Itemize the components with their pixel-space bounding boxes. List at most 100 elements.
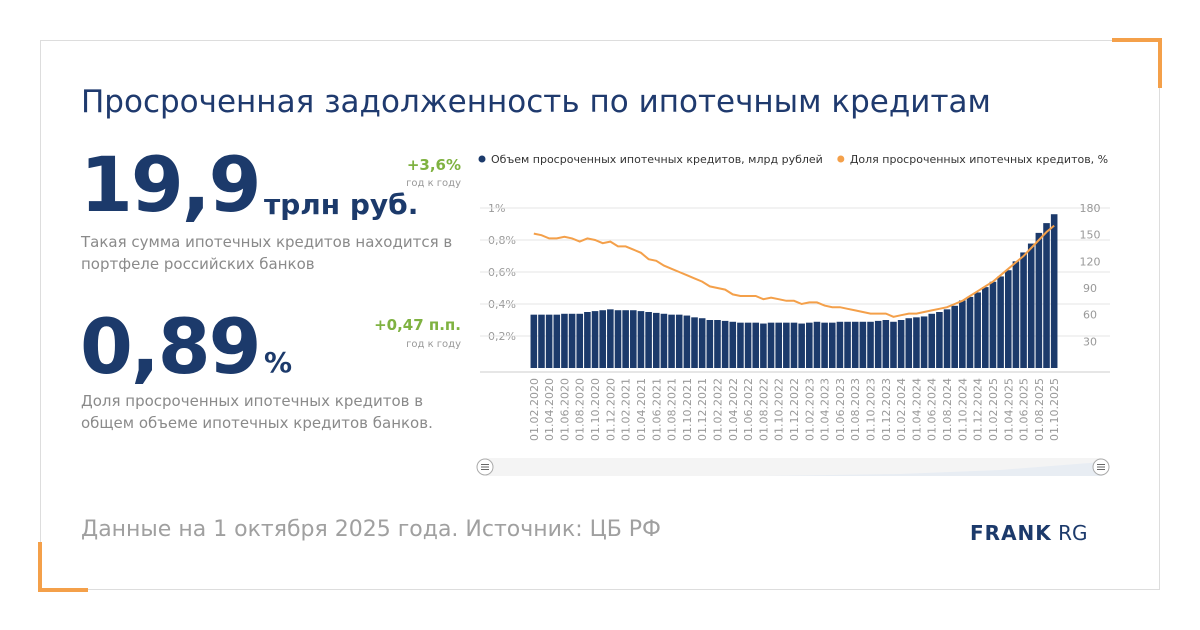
- bar: [1004, 270, 1012, 368]
- bar: [737, 322, 744, 368]
- bar: [943, 309, 951, 368]
- x-tick-label: 01.06.2025: [1018, 378, 1031, 441]
- x-tick-label: 01.04.2020: [543, 378, 556, 441]
- bar: [989, 281, 997, 368]
- bar: [936, 312, 943, 368]
- x-tick-label: 01.10.2023: [865, 378, 878, 441]
- x-tick-label: 01.08.2022: [757, 378, 770, 441]
- y2-tick-label: 120: [1080, 255, 1101, 268]
- corner: [38, 542, 88, 592]
- bar: [652, 312, 660, 368]
- kpi-change: +3,6%: [406, 156, 461, 174]
- legend-marker: [837, 155, 845, 163]
- corner: [1112, 38, 1162, 88]
- x-tick-label: 01.08.2023: [849, 378, 862, 441]
- y2-tick-label: 90: [1083, 282, 1097, 295]
- x-tick-label: 01.02.2020: [528, 378, 541, 441]
- bar: [966, 296, 974, 368]
- bar: [1035, 232, 1043, 368]
- bar: [836, 321, 844, 368]
- navigator[interactable]: [485, 458, 1102, 476]
- x-tick-label: 01.02.2023: [803, 378, 816, 441]
- navigator-series: [485, 462, 1102, 476]
- bar: [744, 322, 752, 368]
- y2-tick-label: 30: [1083, 335, 1097, 348]
- handle-grip: [481, 464, 1105, 470]
- x-tick-label: 01.10.2021: [681, 378, 694, 441]
- bar: [821, 322, 828, 368]
- bar: [545, 314, 553, 368]
- x-tick-label: 01.06.2024: [926, 378, 939, 441]
- kpi-change-note: год к году: [406, 178, 461, 189]
- kpi-description: Такая сумма ипотечных кредитов находится…: [81, 233, 453, 273]
- bar: [660, 313, 668, 368]
- bar: [614, 310, 622, 368]
- kpi-value: 0,89: [80, 302, 262, 391]
- kpi-description: Доля просроченных ипотечных кредитов в о…: [81, 392, 433, 432]
- bar: [1020, 252, 1027, 368]
- bar: [844, 321, 851, 368]
- bar: [706, 320, 714, 368]
- x-tick-label: 01.08.2021: [666, 378, 679, 441]
- x-tick-label: 01.10.2020: [589, 378, 602, 441]
- kpi-unit: трлн руб.: [264, 188, 419, 221]
- legend-label: Объем просроченных ипотечных кредитов, м…: [491, 153, 823, 166]
- bar: [721, 320, 729, 368]
- x-tick-label: 01.08.2020: [574, 378, 587, 441]
- kpi-change: +0,47 п.п.: [374, 316, 461, 334]
- x-tick-label: 01.04.2024: [910, 378, 923, 441]
- bar: [698, 318, 706, 368]
- y2-tick-label: 60: [1083, 309, 1097, 322]
- x-tick-label: 01.06.2023: [834, 378, 847, 441]
- kpi-unit: %: [264, 346, 293, 379]
- x-tick-label: 01.10.2022: [773, 378, 786, 441]
- title: Просроченная задолженность по ипотечным …: [81, 84, 991, 120]
- legend-marker: [478, 155, 486, 163]
- bar: [867, 321, 874, 368]
- bar: [729, 321, 737, 368]
- y2-tick-label: 150: [1080, 229, 1101, 242]
- legend-label: Доля просроченных ипотечных кредитов, %: [850, 153, 1108, 166]
- x-tick-label: 01.12.2022: [788, 378, 801, 441]
- bar: [668, 314, 675, 368]
- x-tick-label: 01.12.2023: [880, 378, 893, 441]
- bar: [1050, 214, 1058, 368]
- bar: [645, 312, 652, 368]
- x-tick-label: 01.10.2025: [1048, 378, 1061, 441]
- x-tick-label: 01.02.2025: [987, 378, 1000, 441]
- bar: [897, 320, 905, 368]
- bar: [1043, 223, 1050, 368]
- bar: [882, 320, 890, 368]
- x-tick-label: 01.02.2022: [711, 378, 724, 441]
- x-tick-label: 01.06.2021: [650, 378, 663, 441]
- x-tick-label: 01.04.2023: [819, 378, 832, 441]
- x-tick-label: 01.08.2024: [941, 378, 954, 441]
- bar: [959, 300, 966, 368]
- bar: [561, 313, 568, 368]
- bar: [905, 318, 913, 368]
- bar: [790, 322, 798, 368]
- logo-bold: FRANK: [970, 521, 1052, 545]
- bar: [622, 310, 629, 368]
- bar: [576, 313, 584, 368]
- bar: [637, 311, 645, 368]
- bar: [1012, 261, 1020, 368]
- bar: [828, 322, 836, 368]
- bar: [928, 313, 936, 368]
- bar: [974, 292, 981, 368]
- bar: [851, 321, 859, 368]
- bar: [584, 312, 591, 368]
- logo: FRANK RG: [970, 521, 1088, 545]
- x-tick-label: 01.10.2024: [956, 378, 969, 441]
- bar: [951, 305, 958, 368]
- bar: [997, 276, 1004, 368]
- bar: [890, 321, 897, 368]
- x-tick-label: 01.02.2024: [895, 378, 908, 441]
- x-tick-label: 01.06.2020: [558, 378, 571, 441]
- bar: [783, 322, 790, 368]
- y2-tick-label: 180: [1080, 202, 1101, 215]
- x-tick-label: 01.06.2022: [742, 378, 755, 441]
- bar: [538, 314, 545, 368]
